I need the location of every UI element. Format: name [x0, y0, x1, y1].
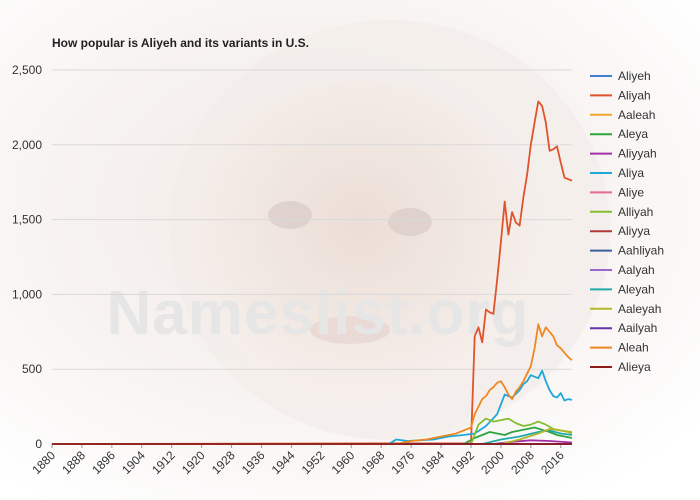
legend-label: Aliyya: [618, 224, 650, 238]
legend-label: Aaleyah: [618, 302, 661, 316]
legend-label: Aliyyah: [618, 147, 657, 161]
x-tick-label: 1952: [299, 448, 328, 477]
x-tick-label: 1968: [359, 448, 388, 477]
legend-item-aailyah[interactable]: Aailyah: [590, 321, 657, 335]
x-tick-label: 1960: [329, 448, 358, 477]
series-line-aleah: [52, 323, 573, 445]
legend-label: Alliyah: [618, 205, 653, 219]
x-tick-label: 1888: [59, 448, 88, 477]
legend-item-aliya[interactable]: Aliya: [590, 166, 644, 180]
y-tick-label: 0: [35, 437, 42, 451]
series-lines: [51, 100, 573, 445]
axes: 0 500 1,000 1,500 2,000 2,500 1880 1888 1896 1904…: [12, 63, 567, 477]
legend-label: Aleyah: [618, 282, 655, 296]
legend-label: Aaleah: [618, 108, 655, 122]
x-tick-label: 1880: [29, 448, 58, 477]
x-tick-label: 1896: [89, 448, 118, 477]
x-tick-label: 1928: [209, 448, 238, 477]
legend-item-alieya[interactable]: Alieya: [590, 360, 651, 374]
legend-label: Aliyah: [618, 88, 651, 102]
chart-title: How popular is Aliyeh and its variants i…: [52, 36, 309, 50]
legend-label: Aailyah: [618, 321, 657, 335]
legend-item-aleyah[interactable]: Aleyah: [590, 282, 655, 296]
legend-item-aaleah[interactable]: Aaleah: [590, 108, 655, 122]
legend-item-alliyah[interactable]: Alliyah: [590, 205, 653, 219]
legend-item-aleah[interactable]: Aleah: [590, 341, 649, 355]
y-tick-label: 2,500: [12, 63, 42, 77]
x-tick-label: 1912: [149, 448, 178, 477]
legend-item-aleya[interactable]: Aleya: [590, 127, 648, 141]
x-tick-label: 1944: [269, 448, 298, 477]
x-tick-label: 1936: [239, 448, 268, 477]
y-tick-label: 500: [22, 362, 42, 376]
x-tick-label: 1992: [448, 448, 477, 477]
legend-item-aahliyah[interactable]: Aahliyah: [590, 244, 664, 258]
legend-item-aliye[interactable]: Aliye: [590, 185, 644, 199]
legend-label: Aleah: [618, 341, 649, 355]
series-line-aleya: [52, 426, 573, 445]
x-tick-label: 1984: [418, 448, 447, 477]
y-tick-label: 1,000: [12, 287, 42, 301]
legend-label: Aliyeh: [618, 69, 651, 83]
x-tick-label: 1904: [119, 448, 148, 477]
legend-item-aliyya[interactable]: Aliyya: [590, 224, 650, 238]
y-tick-label: 2,000: [12, 138, 42, 152]
x-tick-label: 1920: [179, 448, 208, 477]
legend-label: Aahliyah: [618, 244, 664, 258]
x-tick-label: 2008: [508, 448, 537, 477]
series-line-aliyah: [51, 100, 573, 445]
legend-item-aliyah[interactable]: Aliyah: [590, 88, 651, 102]
legend-label: Aliye: [618, 185, 644, 199]
watermark-text: Nameslist.org: [106, 279, 529, 348]
legend-label: Aleya: [618, 127, 648, 141]
y-tick-label: 1,500: [12, 213, 42, 227]
legend-item-aliyyah[interactable]: Aliyyah: [590, 147, 657, 161]
legend-label: Alieya: [618, 360, 651, 374]
legend-label: Aliya: [618, 166, 644, 180]
grid-lines: [52, 69, 572, 445]
legend-label: Aalyah: [618, 263, 655, 277]
legend-item-aalyah[interactable]: Aalyah: [590, 263, 655, 277]
x-tick-label: 2016: [538, 448, 567, 477]
x-tick-label: 1976: [388, 448, 417, 477]
legend-item-aaleyah[interactable]: Aaleyah: [590, 302, 661, 316]
legend: Aliyeh Aliyah Aaleah Aleya Aliyyah Aliya Aliye…: [590, 69, 664, 374]
series-line-alliyah: [52, 417, 573, 445]
x-tick-label: 2000: [478, 448, 507, 477]
legend-item-aliyeh[interactable]: Aliyeh: [590, 69, 651, 83]
